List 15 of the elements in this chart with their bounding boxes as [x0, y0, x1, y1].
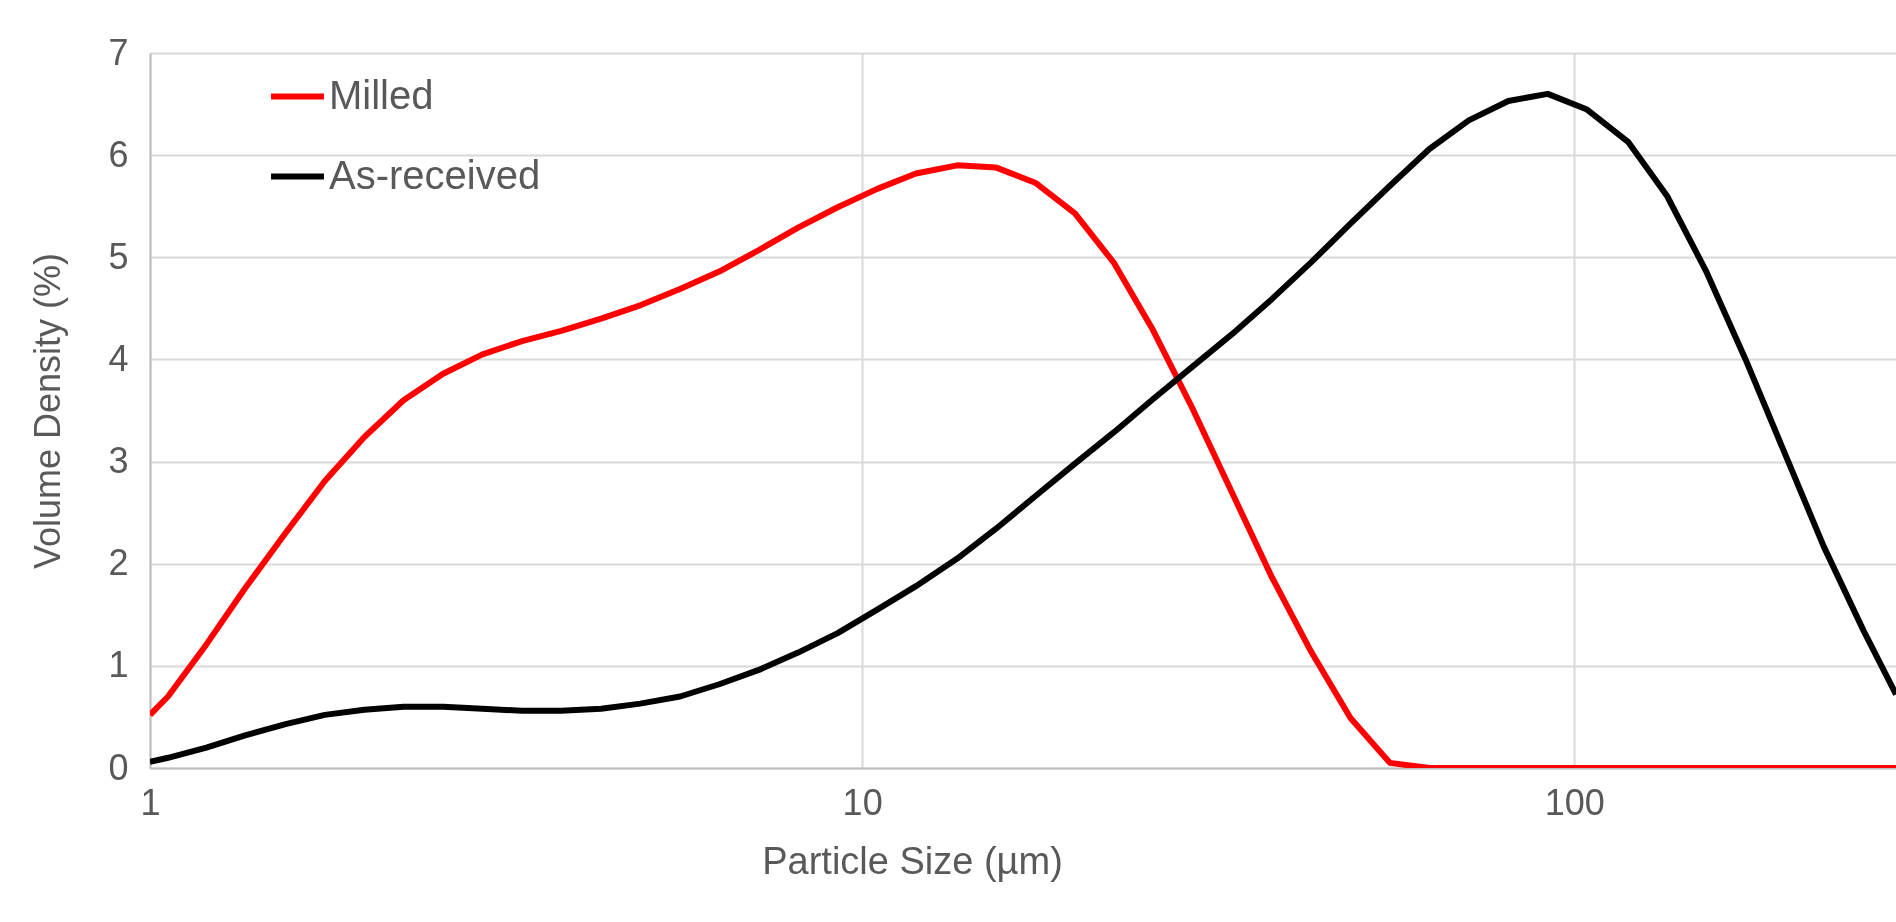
y-axis-title: Volume Density (%) — [27, 252, 69, 570]
y-tick-label: 3 — [108, 440, 129, 482]
y-tick-label: 2 — [108, 542, 129, 584]
y-tick-label: 1 — [108, 644, 129, 686]
y-tick-label: 0 — [108, 746, 129, 788]
legend-label: Milled — [329, 72, 434, 117]
y-tick-label: 4 — [108, 337, 129, 379]
x-axis-title: Particle Size (µm) — [762, 839, 1063, 882]
x-tick-label: 10 — [842, 781, 883, 823]
x-tick-label: 100 — [1544, 781, 1605, 823]
legend-label: As-received — [329, 152, 541, 197]
x-tick-label: 1 — [140, 781, 161, 823]
y-tick-label: 7 — [108, 31, 129, 73]
y-tick-label: 5 — [108, 235, 129, 277]
y-tick-label: 6 — [108, 133, 129, 175]
